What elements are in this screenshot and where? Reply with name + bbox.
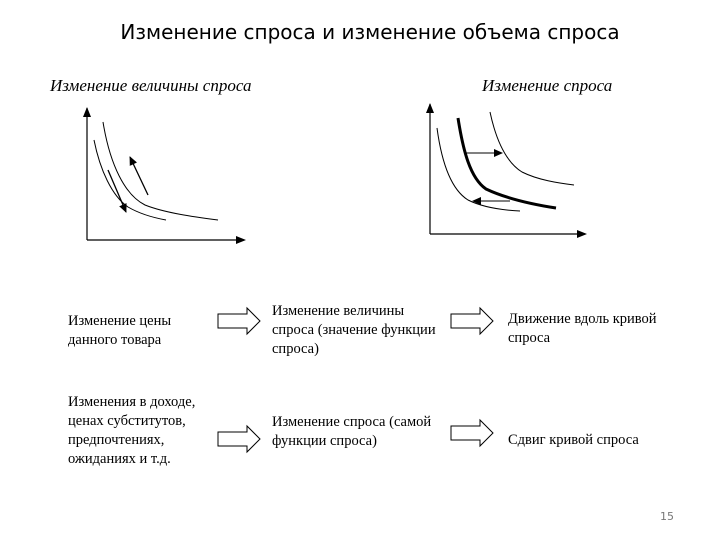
demand-graphs [83,103,587,244]
left-demand-curve-inner [93,139,167,221]
movement-arrow-down [107,169,127,213]
row1-cause: Изменение цены данного товара [68,313,172,348]
left-graph-caption: Изменение величины спроса [50,76,252,95]
left-x-axis-arrow [236,236,246,244]
right-demand-curve-right [489,111,575,186]
row1-effect: Изменение величины спроса (значение функ… [272,303,436,357]
page-title: Изменение спроса и изменение объема спро… [120,20,620,44]
right-demand-curve-left [436,127,521,212]
left-demand-curve-outer [102,121,219,221]
row2-arrow-1 [217,424,261,454]
row2-cause: Изменения в доходе, ценах субститутов, п… [68,394,196,467]
right-demand-curve-base [456,117,557,210]
row2-effect: Изменение спроса (самой функции спроса) [272,414,432,449]
movement-arrow-up [129,156,149,196]
right-graph [426,103,587,238]
right-graph-caption: Изменение спроса [482,76,613,95]
row1-result: Движение вдоль кривой спроса [508,311,657,346]
right-y-axis-arrow [426,103,434,113]
page-number: 15 [660,510,674,523]
row1-arrow-2 [450,306,494,336]
row2-result: Сдвиг кривой спроса [508,432,639,448]
left-graph [83,107,246,244]
row1-arrow-1 [217,306,261,336]
right-x-axis-arrow [577,230,587,238]
row2-arrow-2 [450,418,494,448]
left-y-axis-arrow [83,107,91,117]
